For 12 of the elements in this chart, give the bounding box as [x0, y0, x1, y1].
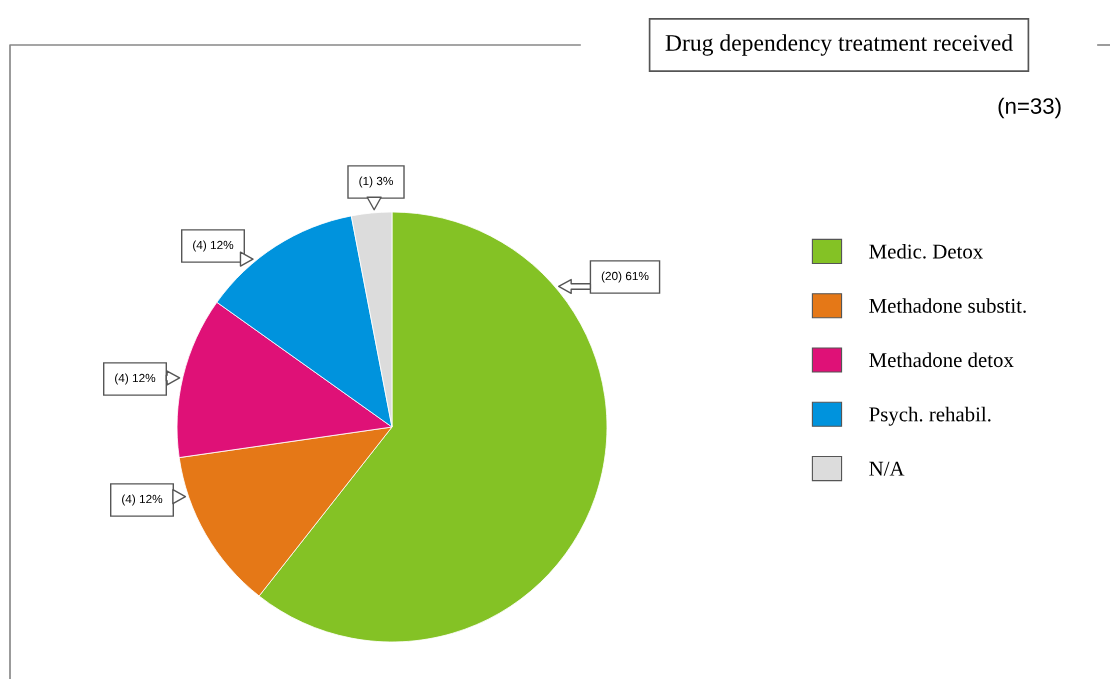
data-label: (4) 12% [115, 373, 156, 385]
legend-label: Psych. rehabil. [869, 406, 991, 426]
legend-label: Methadone detox [869, 352, 1014, 368]
data-label: (1) 3% [359, 176, 393, 188]
data-label: (4) 12% [122, 494, 163, 506]
chart-title: Drug dependency treatment received [665, 34, 1013, 56]
legend-label: Medic. Detox [869, 243, 983, 259]
legend-label: Methadone substit. [869, 298, 1026, 313]
legend-label: N/A [869, 461, 905, 476]
text: (n=33) [998, 97, 1061, 119]
data-label: (4) 12% [193, 240, 234, 252]
data-label: (20) 61% [601, 271, 649, 283]
